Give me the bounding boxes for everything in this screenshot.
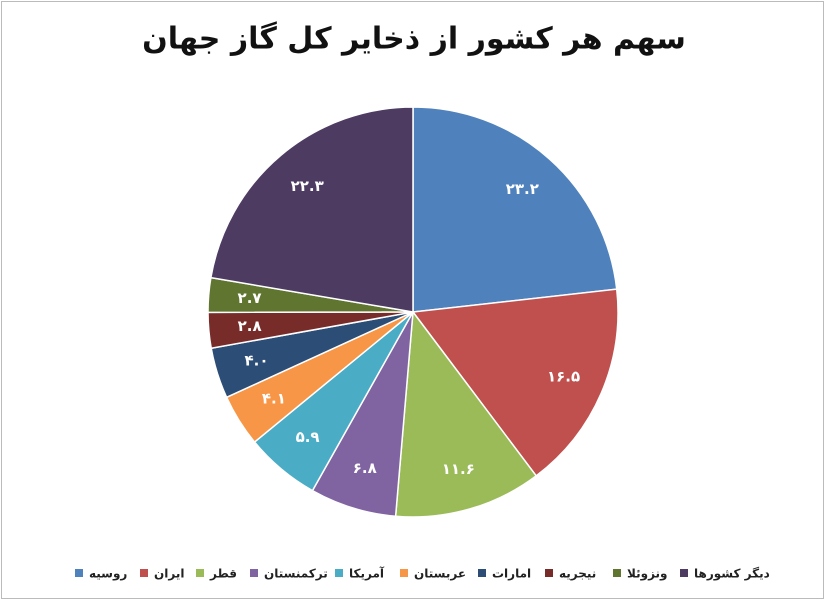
legend-label: ایران: [154, 567, 184, 581]
legend-label: ونزوئلا: [627, 567, 668, 582]
pie-slice: [394, 309, 538, 518]
data-label: ۴.۰: [244, 352, 268, 370]
legend-swatch: [196, 569, 204, 577]
legend-label: روسیه: [89, 567, 127, 582]
data-label: ۲.۸: [238, 317, 262, 335]
data-label: ۲۳.۲: [506, 180, 539, 198]
data-label: ۲.۷: [238, 289, 262, 307]
legend-swatch: [75, 569, 83, 577]
data-label: ۵.۹: [296, 428, 320, 446]
legend-label: دیگر کشورها: [694, 567, 770, 582]
data-label: ۲۲.۳: [291, 177, 324, 195]
legend-swatch: [335, 569, 343, 577]
legend-label: ترکمنستان: [264, 567, 328, 581]
legend-label: قطر: [209, 567, 237, 581]
legend-swatch: [478, 569, 486, 577]
legend-swatch: [250, 569, 258, 577]
data-label: ۴.۱: [262, 389, 286, 407]
pie-slice: [412, 106, 618, 313]
legend-label: آمریکا: [349, 566, 385, 581]
pie-slice: [210, 106, 414, 313]
legend-swatch: [400, 569, 408, 577]
legend-label: نیجریه: [559, 567, 596, 581]
data-label: ۱۱.۶: [442, 460, 475, 478]
data-label: ۱۶.۵: [547, 367, 580, 385]
legend-swatch: [680, 569, 688, 577]
legend-label: عربستان: [414, 567, 466, 581]
pie-slice: [411, 288, 619, 477]
legend-swatch: [545, 569, 553, 577]
legend-swatch: [613, 569, 621, 577]
chart-title: سهم هر کشور از ذخایر کل گاز جهان: [142, 21, 686, 57]
legend-label: امارات: [492, 567, 531, 581]
data-label: ۶.۸: [353, 459, 377, 477]
legend-swatch: [140, 569, 148, 577]
